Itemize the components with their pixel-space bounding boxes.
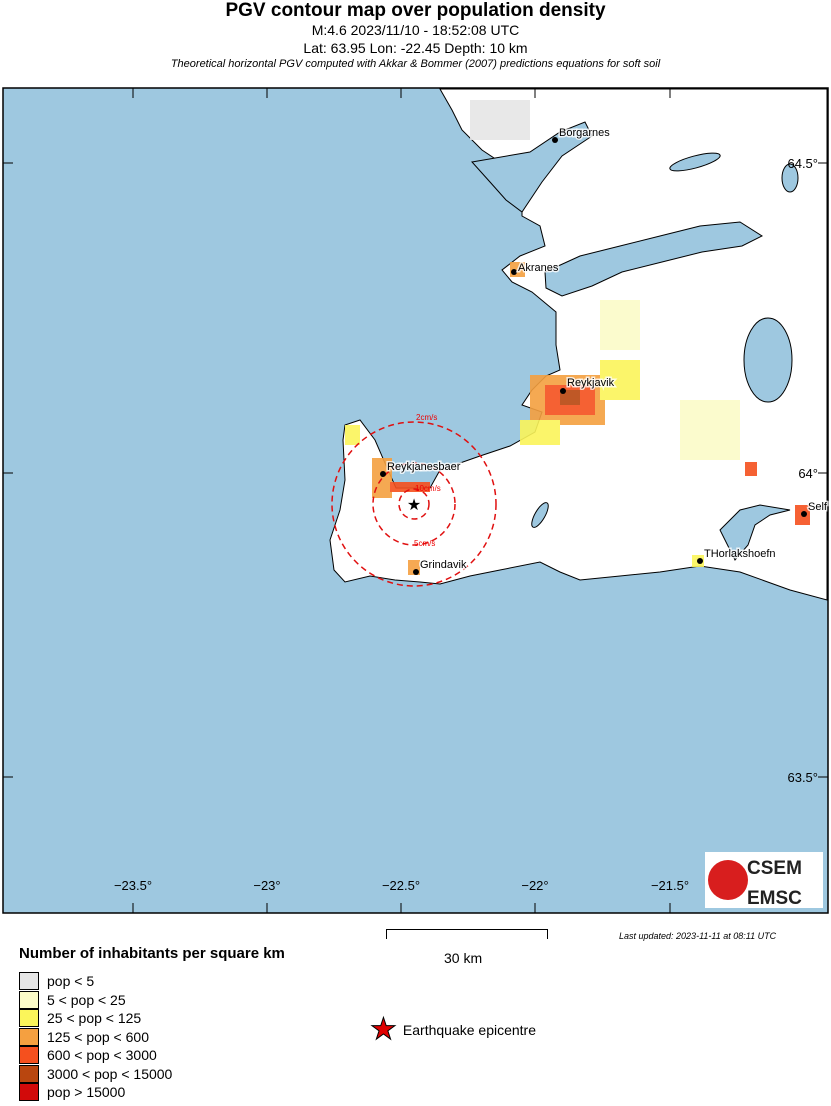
svg-text:−22.5°: −22.5° — [382, 878, 420, 893]
map-title: PGV contour map over population density — [225, 0, 606, 21]
scale-bar — [386, 929, 548, 939]
legend-label: 5 < pop < 25 — [47, 991, 126, 1008]
legend-label: 3000 < pop < 15000 — [47, 1065, 173, 1082]
axis-ticks: −23.5° −23° −22.5° −22° −21.5° 64.5° 64°… — [3, 88, 828, 913]
city-label: Akranes — [518, 262, 559, 274]
city-label: Self — [808, 501, 828, 513]
legend-item: pop > 15000 — [19, 1083, 125, 1101]
contour-label: 2cm/s — [416, 413, 437, 422]
epicentre-star-icon: ★ — [407, 497, 421, 514]
svg-text:63.5°: 63.5° — [787, 770, 818, 785]
svg-text:64.5°: 64.5° — [787, 156, 818, 171]
last-updated: Last updated: 2023-11-11 at 08:11 UTC — [619, 931, 777, 941]
legend-swatch — [19, 1009, 39, 1027]
contour-2cms — [331, 421, 497, 587]
legend-swatch — [19, 1064, 39, 1083]
legend-item: 5 < pop < 25 — [19, 990, 126, 1009]
contour-label: 5cm/s — [414, 539, 435, 548]
csem-emsc-logo: CSEM EMSC — [705, 852, 823, 909]
city-label: Borgarnes — [559, 127, 610, 139]
svg-text:−22°: −22° — [521, 878, 548, 893]
legend-item: 125 < pop < 600 — [19, 1027, 149, 1046]
event-info: M:4.6 2023/11/10 - 18:52:08 UTC — [311, 22, 520, 38]
epicentre-label: Earthquake epicentre — [402, 1021, 536, 1038]
contour-10cms — [398, 488, 430, 520]
red-star-icon: ★ — [370, 1013, 398, 1047]
pgv-map[interactable]: 2cm/s 10cm/s 5cm/s ★ Borgarnes Akranes R… — [0, 0, 831, 920]
legend-label: 125 < pop < 600 — [47, 1028, 149, 1045]
svg-text:−23.5°: −23.5° — [114, 878, 152, 893]
legend-label: 600 < pop < 3000 — [47, 1047, 157, 1063]
contour-label: 10cm/s — [415, 484, 441, 493]
legend-title: Number of inhabitants per square km — [19, 945, 285, 962]
svg-text:−23°: −23° — [253, 878, 280, 893]
city-label: Grindavik — [420, 559, 467, 571]
city-label: Reykjanesbaer — [387, 461, 461, 473]
map-subtitle: Theoretical horizontal PGV computed with… — [170, 58, 661, 70]
epicentre-legend: ★ Earthquake epicentre — [370, 1012, 536, 1047]
legend-label: pop > 15000 — [47, 1084, 126, 1100]
svg-text:64°: 64° — [798, 466, 818, 481]
legend-swatch — [19, 1083, 39, 1101]
legend-swatch — [19, 972, 39, 990]
legend-swatch — [19, 1046, 39, 1064]
legend-swatch — [19, 990, 39, 1009]
event-location: Lat: 63.95 Lon: -22.45 Depth: 10 km — [303, 40, 528, 56]
city-label: THorlakshoefn — [704, 548, 776, 560]
legend-item: pop < 5 — [19, 972, 94, 990]
legend-label: 25 < pop < 125 — [47, 1010, 142, 1026]
cities: Borgarnes Akranes Reykjavik Reykjanesbae… — [380, 126, 829, 575]
legend-item: 25 < pop < 125 — [19, 1009, 141, 1027]
legend-item: 600 < pop < 3000 — [19, 1046, 157, 1064]
city-label: Reykjavik — [567, 377, 615, 389]
svg-text:CSEM: CSEM — [747, 858, 802, 879]
pgv-contours — [331, 421, 497, 587]
svg-text:−21.5°: −21.5° — [651, 878, 689, 893]
scale-bar-label: 30 km — [444, 950, 483, 966]
land — [329, 88, 828, 601]
legend-item: 3000 < pop < 15000 — [19, 1064, 173, 1083]
population-density — [345, 100, 810, 575]
contour-5cms — [372, 462, 456, 546]
legend-swatch — [19, 1027, 39, 1046]
legend-label: pop < 5 — [47, 973, 95, 989]
svg-text:EMSC: EMSC — [747, 888, 802, 909]
